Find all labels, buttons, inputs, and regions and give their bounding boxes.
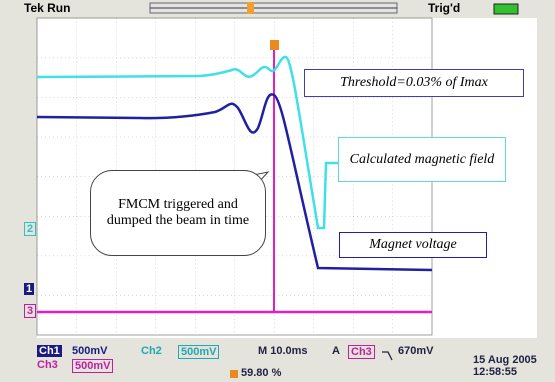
timebase: M 10.0ms xyxy=(258,345,308,357)
trigger-pos-marker xyxy=(247,2,254,14)
scope-screen: Tek Run Trig'd 2 1 3 Threshold=0.03% of … xyxy=(0,0,555,382)
ch2-scale: 500mV xyxy=(178,345,219,359)
ch3-label: Ch3 xyxy=(37,359,58,371)
threshold-label: Threshold=0.03% of Imax xyxy=(304,69,524,97)
ch1-marker: 1 xyxy=(24,283,34,295)
trigger-level: 670mV xyxy=(398,345,433,357)
date: 15 Aug 2005 xyxy=(473,354,537,366)
trigger-source: Ch3 xyxy=(348,345,375,359)
ch2-label: Ch2 xyxy=(141,345,162,357)
trigger-position: 59.80 % xyxy=(241,367,281,379)
display xyxy=(0,0,555,382)
trigger-status: Trig'd xyxy=(428,1,460,15)
ch3-scale: 500mV xyxy=(72,359,113,373)
ch1-scale: 500mV xyxy=(72,345,107,357)
trigger-mode: A xyxy=(332,345,340,357)
ch3-marker: 3 xyxy=(24,304,36,318)
ch1-label: Ch1 xyxy=(37,345,62,357)
field-label: Calculated magnetic field xyxy=(338,137,506,182)
status: Tek Run xyxy=(24,1,70,15)
trigger-marker xyxy=(270,40,279,50)
battery-icon xyxy=(494,4,518,14)
slope-icon xyxy=(382,352,392,360)
voltage-label: Magnet voltage xyxy=(339,232,487,258)
ch2-marker: 2 xyxy=(24,222,36,236)
time: 12:58:55 xyxy=(473,366,517,378)
callout: FMCM triggered and dumped the beam in ti… xyxy=(90,170,266,256)
trigger-pos-icon xyxy=(230,370,238,378)
